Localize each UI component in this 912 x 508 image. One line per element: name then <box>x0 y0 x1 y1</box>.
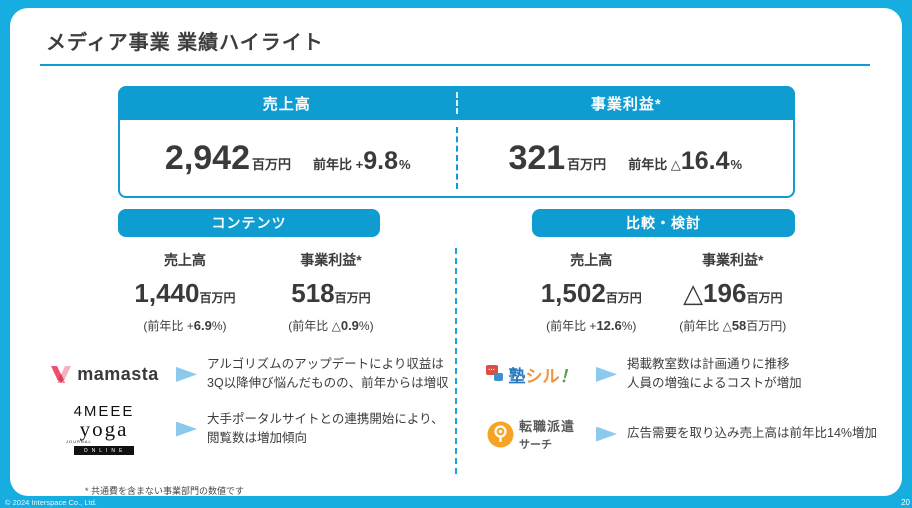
note-jukushiru: … 塾 シル ！ 掲載教室数は計画通りに推移 人員の増強によるコストが増加 <box>472 355 802 394</box>
metric-yoy: (前年比 △58百万円) <box>679 318 787 333</box>
yoga-4meee-wordmark: 4MEEE <box>73 403 135 420</box>
revenue-unit: 百万円 <box>252 156 292 172</box>
profit-summary-value: 321 百万円 前年比 △ 16.4 % <box>458 139 794 178</box>
header-dashed-divider <box>455 92 458 114</box>
note-yoga: 4MEEE yoga JOURNAL ONLINE 大手ポータルサイトとの連携開… <box>38 403 444 455</box>
note-mamasta: mamasta アルゴリズムのアップデートにより収益は 3Q以降伸び悩んだものの… <box>38 355 449 394</box>
profit-yoy-suffix: % <box>730 156 743 172</box>
note-text: 広告需要を取り込み売上高は前年比14%増加 <box>627 426 878 441</box>
tenshoku-wordmark: 転職派遣 サーチ <box>518 419 575 451</box>
metric-yoy: (前年比 △0.9%) <box>288 318 374 333</box>
tenshoku-pin-icon <box>487 421 514 447</box>
metric-value: 518 <box>291 278 335 308</box>
summary-kpi-body: 2,942 百万円 前年比 + 9.8 % 321 百万円 前年比 △ 16.4… <box>118 120 795 198</box>
note-text: アルゴリズムのアップデートにより収益は 3Q以降伸び悩んだものの、前年からは増収 <box>207 357 449 391</box>
metric-label: 売上高 <box>163 252 206 268</box>
metric-unit: 百万円 <box>199 291 236 305</box>
pointer-arrow-icon <box>176 421 197 437</box>
metric-unit: 百万円 <box>334 291 371 305</box>
revenue-summary-value: 2,942 百万円 前年比 + 9.8 % <box>120 139 456 178</box>
comparison-revenue-metric: 売上高 1,502百万円 (前年比 +12.6%) <box>541 250 642 334</box>
contents-profit-metric: 事業利益* 518百万円 (前年比 △0.9%) <box>288 250 373 334</box>
metric-yoy: (前年比 +6.9%) <box>143 318 227 333</box>
metric-label: 事業利益* <box>300 252 362 268</box>
tenshoku-logo: 転職派遣 サーチ <box>472 416 590 452</box>
profit-yoy-prefix: 前年比 △ <box>628 156 681 172</box>
metric-unit: 百万円 <box>605 291 642 305</box>
revenue-header-label: 売上高 <box>262 95 311 113</box>
metric-value: △196 <box>683 278 747 308</box>
summary-kpi-header: 売上高 事業利益* <box>118 86 795 120</box>
pointer-arrow-icon <box>176 366 197 382</box>
column-dashed-divider <box>455 248 457 474</box>
mamasta-wordmark: mamasta <box>77 363 159 384</box>
yoga-wordmark: yoga <box>79 417 129 441</box>
comparison-profit-metric: 事業利益* △196百万円 (前年比 △58百万円) <box>679 250 786 334</box>
note-text: 掲載教室数は計画通りに推移 人員の増強によるコストが増加 <box>627 357 802 391</box>
mamasta-heart-icon <box>51 365 72 383</box>
body-dashed-divider <box>455 127 458 189</box>
jukushiru-logo: … 塾 シル ！ <box>472 362 590 387</box>
copyright: © 2024 Interspace Co., Ltd. <box>5 498 97 507</box>
slide-card: メディア事業 業績ハイライト 売上高 事業利益* 2,942 百万円 前年比 +… <box>10 8 902 496</box>
summary-kpi-box: 売上高 事業利益* 2,942 百万円 前年比 + 9.8 % 321 百万円 … <box>118 86 795 198</box>
note-tenshoku: 転職派遣 サーチ 広告需要を取り込み売上高は前年比14%増加 <box>472 416 877 452</box>
tag-contents: コンテンツ <box>118 209 380 237</box>
jukushiru-wordmark: 塾 <box>508 366 526 386</box>
metric-label: 売上高 <box>570 252 613 268</box>
page-number: 20 <box>901 498 910 507</box>
note-text: 大手ポータルサイトとの連携開始により、 閲覧数は増加傾向 <box>207 411 444 445</box>
revenue-value: 2,942 <box>164 138 251 177</box>
metric-unit: 百万円 <box>746 291 783 305</box>
yoga-logo: 4MEEE yoga JOURNAL ONLINE <box>38 403 170 455</box>
speech-bubbles-icon: … <box>485 364 506 384</box>
profit-yoy-value: 16.4 <box>680 146 730 175</box>
footnote: * 共通費を含まない事業部門の数値です <box>85 486 245 496</box>
metric-value: 1,502 <box>540 278 606 308</box>
mamasta-logo: mamasta <box>38 364 170 385</box>
metric-label: 事業利益* <box>702 252 764 268</box>
title-underline <box>40 64 870 66</box>
comparison-metrics: 売上高 1,502百万円 (前年比 +12.6%) 事業利益* △196百万円 … <box>522 250 805 334</box>
revenue-yoy-value: 9.8 <box>363 146 399 175</box>
revenue-yoy-suffix: % <box>399 156 411 172</box>
profit-unit: 百万円 <box>567 156 607 172</box>
metric-value: 1,440 <box>134 278 200 308</box>
pointer-arrow-icon <box>596 426 617 442</box>
tag-comparison: 比較・検討 <box>532 209 795 237</box>
metric-yoy: (前年比 +12.6%) <box>546 318 637 333</box>
contents-revenue-metric: 売上高 1,440百万円 (前年比 +6.9%) <box>134 250 235 334</box>
profit-header-label: 事業利益* <box>590 95 662 113</box>
contents-metrics: 売上高 1,440百万円 (前年比 +6.9%) 事業利益* 518百万円 (前… <box>108 250 400 334</box>
profit-value: 321 <box>508 138 566 177</box>
pointer-arrow-icon <box>596 366 617 382</box>
yoga-online-badge: ONLINE <box>73 446 135 455</box>
yoga-journal-caption: JOURNAL <box>66 439 92 444</box>
revenue-yoy-prefix: 前年比 + <box>313 156 364 172</box>
page-title: メディア事業 業績ハイライト <box>46 32 324 54</box>
